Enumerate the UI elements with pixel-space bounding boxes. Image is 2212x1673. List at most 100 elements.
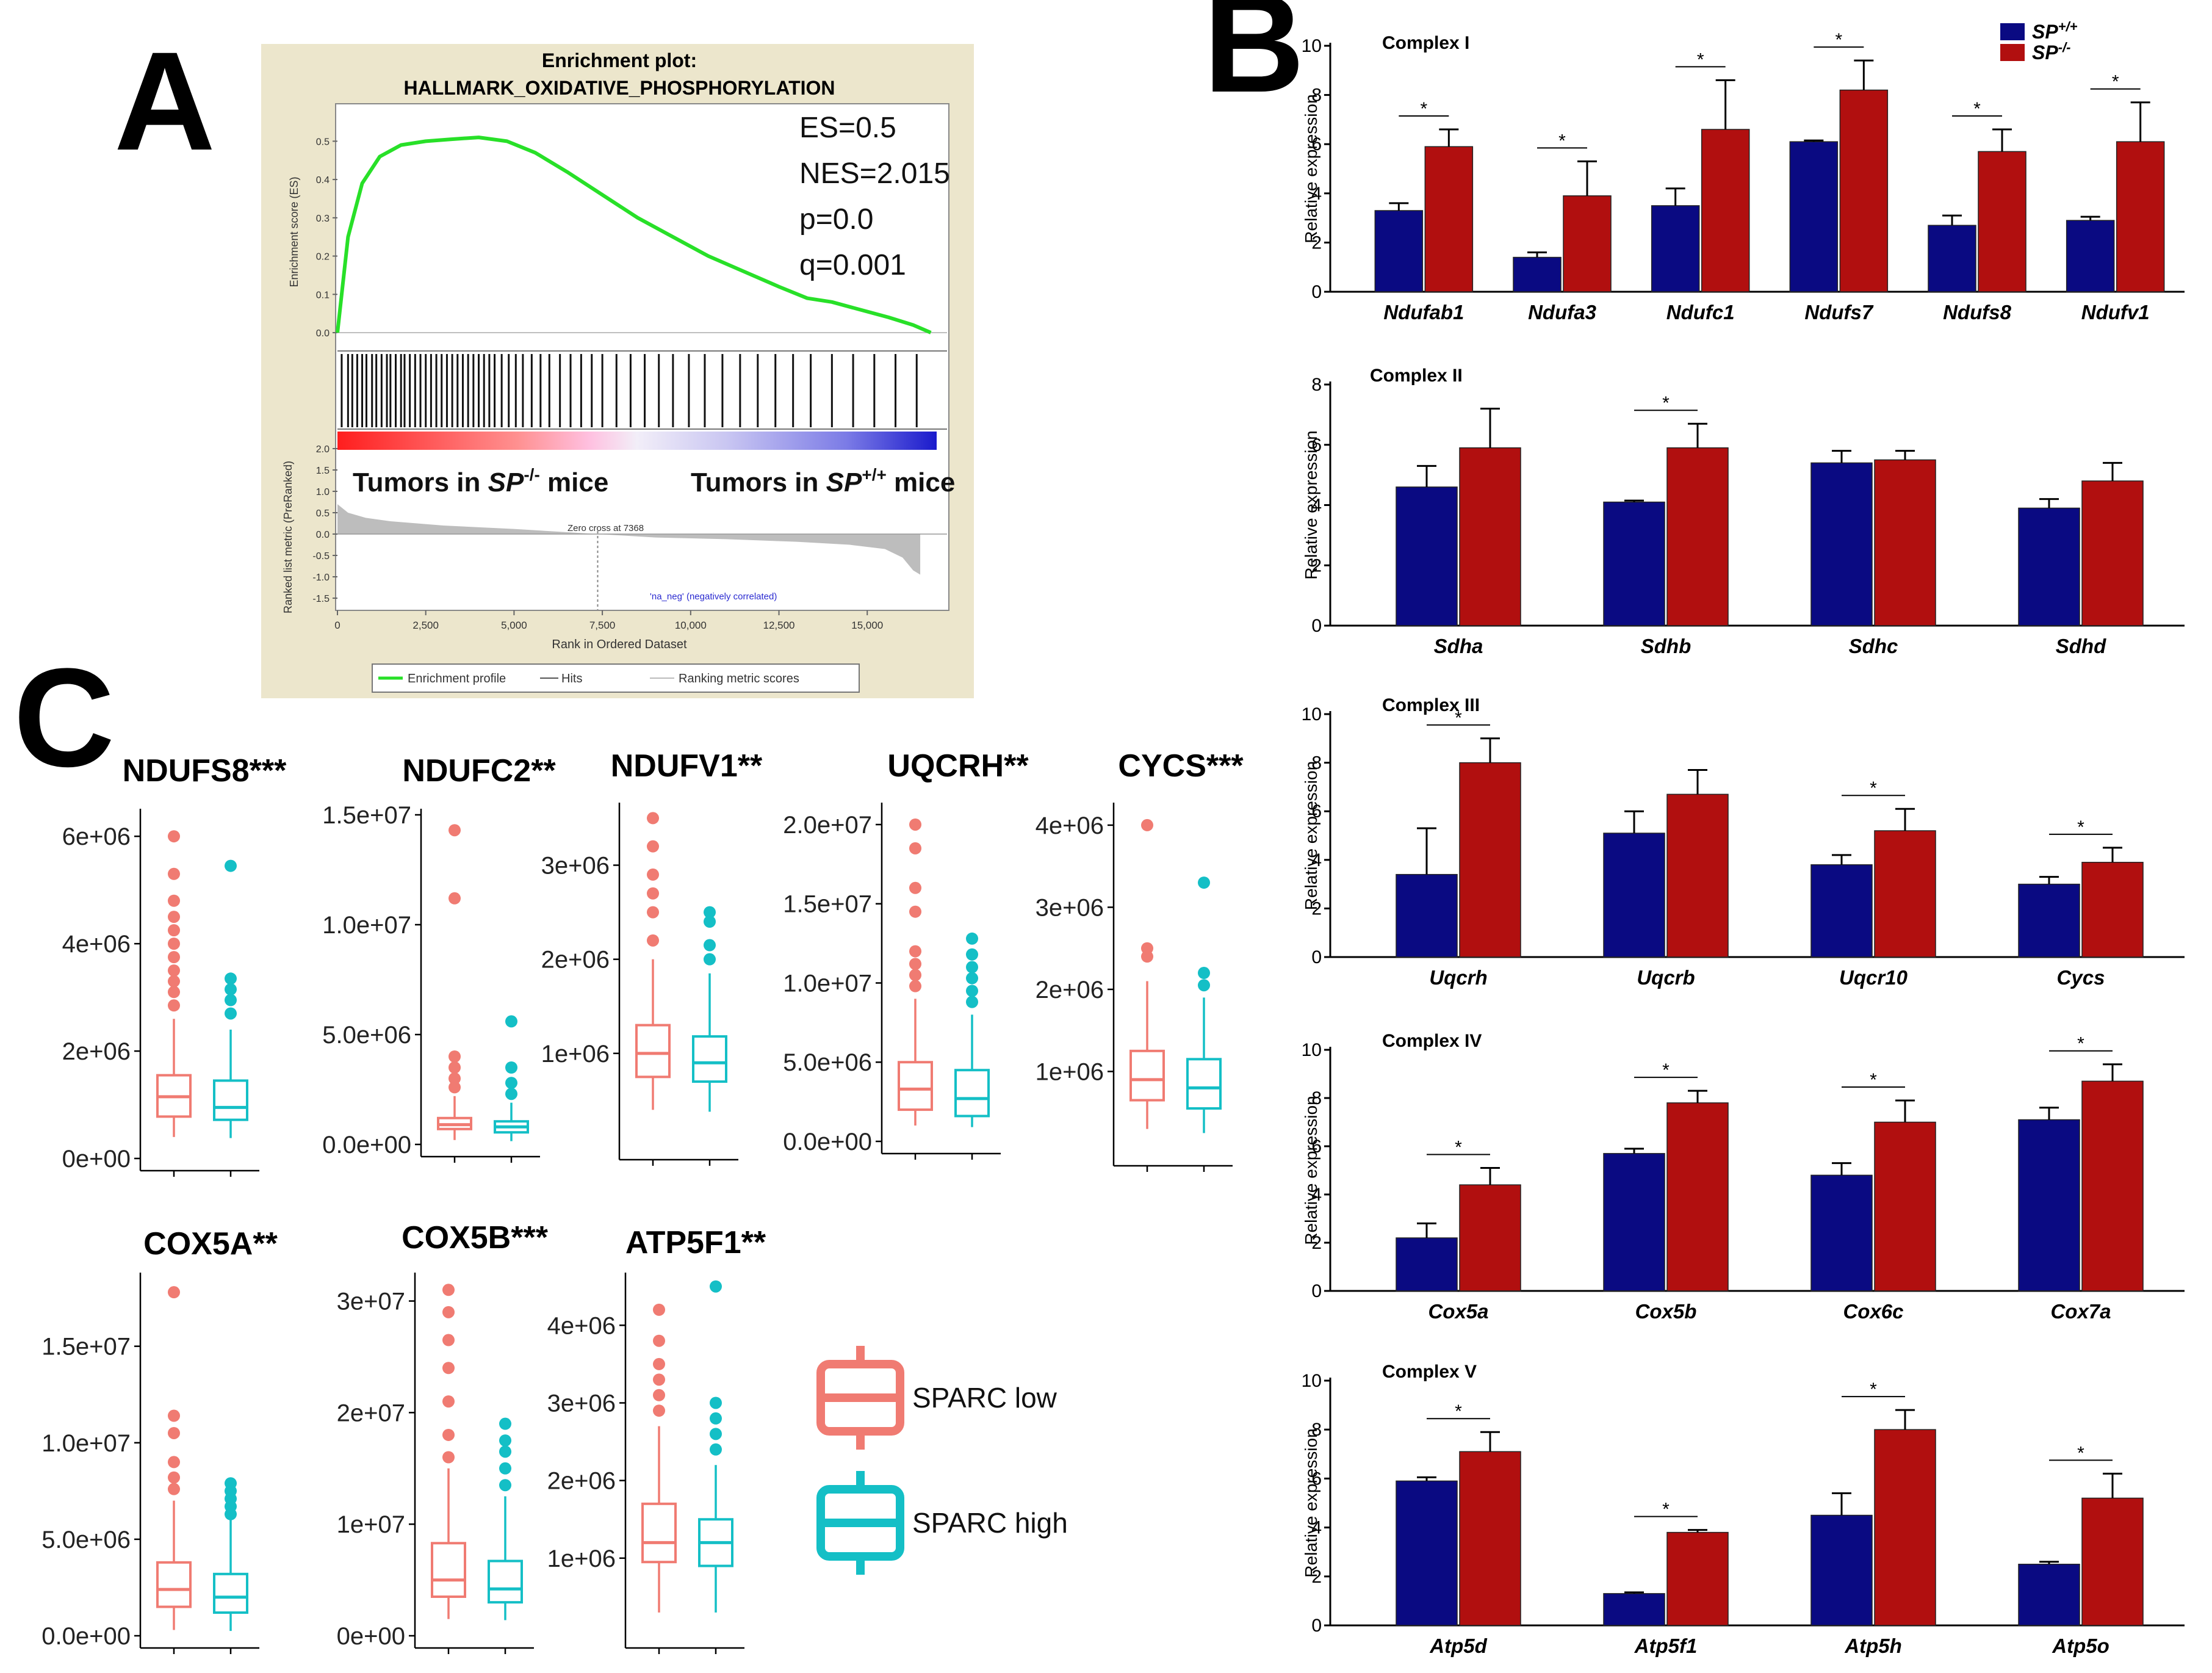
outlier-point	[168, 986, 180, 999]
outlier-point	[710, 1443, 722, 1456]
group-label-text: mice	[540, 468, 609, 497]
outlier-point	[966, 948, 978, 961]
category-label: Cycs	[2057, 966, 2105, 989]
legend-box	[372, 663, 860, 693]
rank-color-strip	[337, 432, 937, 450]
bar-sp-wt	[1651, 205, 1700, 292]
outlier-point	[168, 1409, 180, 1422]
outlier-point	[647, 840, 659, 853]
rank-ytick-label: -1.5	[312, 594, 330, 604]
bar-sp-ko	[1459, 1451, 1521, 1626]
y-tick-label: 5.0e+06	[41, 1527, 131, 1553]
boxplot-7: COX5B*** 0e+00 1e+07 2e+07 3e+07	[337, 1220, 549, 1654]
significance-star: *	[1662, 1500, 1670, 1520]
category-label: Cox5a	[1428, 1300, 1488, 1323]
boxplot-title: CYCS***	[1118, 748, 1244, 784]
outlier-point	[966, 961, 978, 974]
y-tick-label: 3e+06	[541, 853, 610, 880]
bar-sp-ko	[2116, 141, 2165, 292]
y-tick-label: 1.5e+07	[783, 891, 872, 918]
category-label: Sdhb	[1641, 635, 1691, 657]
y-tick-label: 10	[1302, 36, 1322, 56]
bar-sp-wt	[1810, 1174, 1873, 1292]
bar-sp-ko	[2081, 1080, 2144, 1292]
boxplot-5: CYCS*** 1e+06 2e+06 3e+06 4e+06	[1036, 748, 1244, 1172]
bar-chart-2: 0 2 4 6 8 Relative expression Complex II Sdha * S…	[1302, 366, 2185, 657]
y-tick-label: 3e+06	[1036, 894, 1104, 921]
outlier-point	[653, 1373, 665, 1386]
y-axis-label: Relative expression	[1302, 430, 1320, 579]
outlier-point	[168, 938, 180, 950]
box-sparc-low	[1129, 1049, 1165, 1102]
significance-star: *	[1455, 1138, 1462, 1158]
rank-ytick-label: 0.0	[316, 530, 330, 540]
significance-star: *	[1870, 1379, 1877, 1400]
significance-star: *	[2077, 1443, 2084, 1463]
boxplot-4: UQCRH** 0.0e+00 5.0e+06 1.0e+07 1.5e+07 2.0e+…	[783, 748, 1029, 1160]
outlier-point	[449, 1081, 461, 1094]
enrichment-plot-subtitle: HALLMARK_OXIDATIVE_PHOSPHORYLATION	[404, 77, 835, 99]
bar-sp-ko	[1424, 146, 1474, 292]
bar-sp-wt	[1396, 873, 1458, 958]
outlier-point	[1141, 942, 1153, 955]
legend-swatch-sp-ko	[2000, 44, 2025, 61]
bar-sp-ko	[1874, 830, 1936, 958]
boxplot-title: COX5A**	[143, 1226, 278, 1262]
boxplot-title: COX5B***	[402, 1220, 549, 1256]
significance-star: *	[2077, 817, 2084, 837]
significance-star: *	[1973, 99, 1981, 119]
outlier-point	[653, 1334, 665, 1347]
y-tick-label: 5.0e+06	[322, 1022, 411, 1049]
outlier-point	[168, 830, 180, 843]
outlier-point	[168, 951, 180, 964]
box-sparc-high	[692, 1035, 727, 1083]
complex-title: Complex I	[1382, 33, 1469, 53]
y-tick-label: 1.0e+07	[41, 1430, 131, 1457]
rank-ytick-label: 1.0	[316, 487, 330, 497]
bar-sp-ko	[1459, 447, 1521, 626]
category-label: Uqcr10	[1839, 966, 1908, 989]
y-tick-label: 0	[1311, 282, 1322, 302]
bar-sp-wt	[2066, 220, 2115, 292]
stat-text: NES=2.015	[799, 157, 950, 190]
boxplot-title: NDUFV1**	[611, 748, 763, 784]
y-tick-label: 2e+06	[541, 947, 610, 974]
outlier-point	[909, 969, 921, 981]
category-label: Sdha	[1434, 635, 1483, 657]
panel-c-boxplots: NDUFS8*** 0e+00 2e+06 4e+06 6e+06 NDUFC2** 0.0…	[41, 748, 1244, 1654]
y-tick-label: 0	[1311, 616, 1322, 636]
rank-ytick-label: 2.0	[316, 444, 330, 455]
y-tick-label: 0	[1311, 947, 1322, 967]
bar-sp-ko	[1874, 1121, 1936, 1292]
y-tick-label: 6	[1311, 1136, 1322, 1157]
boxplot-1: NDUFS8*** 0e+00 2e+06 4e+06 6e+06	[62, 753, 287, 1177]
outlier-point	[1141, 818, 1153, 831]
legend-label: SPARC high	[912, 1507, 1068, 1539]
bar-sp-ko	[2081, 862, 2144, 958]
zero-cross-label: Zero cross at 7368	[567, 523, 644, 533]
outlier-point	[499, 1479, 511, 1492]
boxplot-2: NDUFC2** 0.0e+00 5.0e+06 1.0e+07 1.5e+07	[322, 753, 556, 1163]
box-sparc-high	[954, 1069, 990, 1118]
y-tick-label: 10	[1302, 704, 1322, 724]
bar-sp-wt	[1810, 462, 1873, 626]
bar-sp-ko	[1666, 447, 1729, 626]
rank-xtick-label: 5,000	[501, 620, 527, 631]
outlier-point	[966, 995, 978, 1008]
bar-sp-wt	[1810, 864, 1873, 958]
group-label-text: Tumors in	[691, 468, 826, 497]
outlier-point	[710, 1397, 722, 1409]
significance-star: *	[1870, 1070, 1877, 1090]
y-tick-label: 0.0e+00	[41, 1623, 131, 1650]
y-tick-label: 0	[1311, 1281, 1322, 1301]
category-label: Ndufc1	[1666, 301, 1735, 323]
box-sparc-low	[641, 1502, 677, 1564]
legend-genotype: -/-	[2058, 40, 2071, 55]
outlier-point	[653, 1357, 665, 1370]
bar-sp-ko	[1459, 762, 1521, 958]
bar-sp-wt	[2018, 1119, 2080, 1292]
rank-xtick-label: 12,500	[763, 620, 795, 631]
y-tick-label: 1.0e+07	[783, 970, 872, 997]
boxplot-title: UQCRH**	[887, 748, 1029, 784]
y-tick-label: 10	[1302, 1371, 1322, 1391]
